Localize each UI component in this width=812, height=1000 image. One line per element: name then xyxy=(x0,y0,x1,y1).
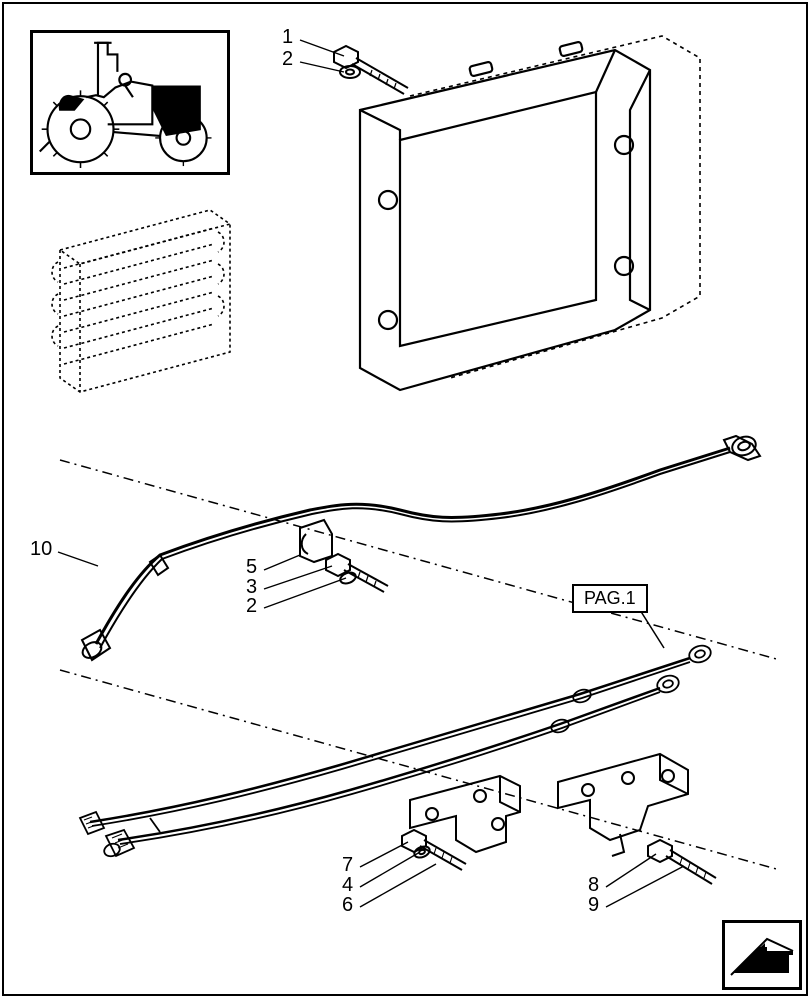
callout-10: 10 xyxy=(30,538,52,561)
parts-diagram xyxy=(0,0,812,1000)
callout-6: 6 xyxy=(342,894,353,917)
diagram-canvas: 1 2 10 5 3 2 7 4 6 8 9 PAG.1 xyxy=(0,0,812,1000)
next-page-icon[interactable] xyxy=(722,920,802,990)
callout-9: 9 xyxy=(588,894,599,917)
callout-2-mid: 2 xyxy=(246,595,257,618)
callout-1: 1 xyxy=(282,26,293,49)
page-reference-box: PAG.1 xyxy=(572,584,648,613)
callout-2-top: 2 xyxy=(282,48,293,71)
